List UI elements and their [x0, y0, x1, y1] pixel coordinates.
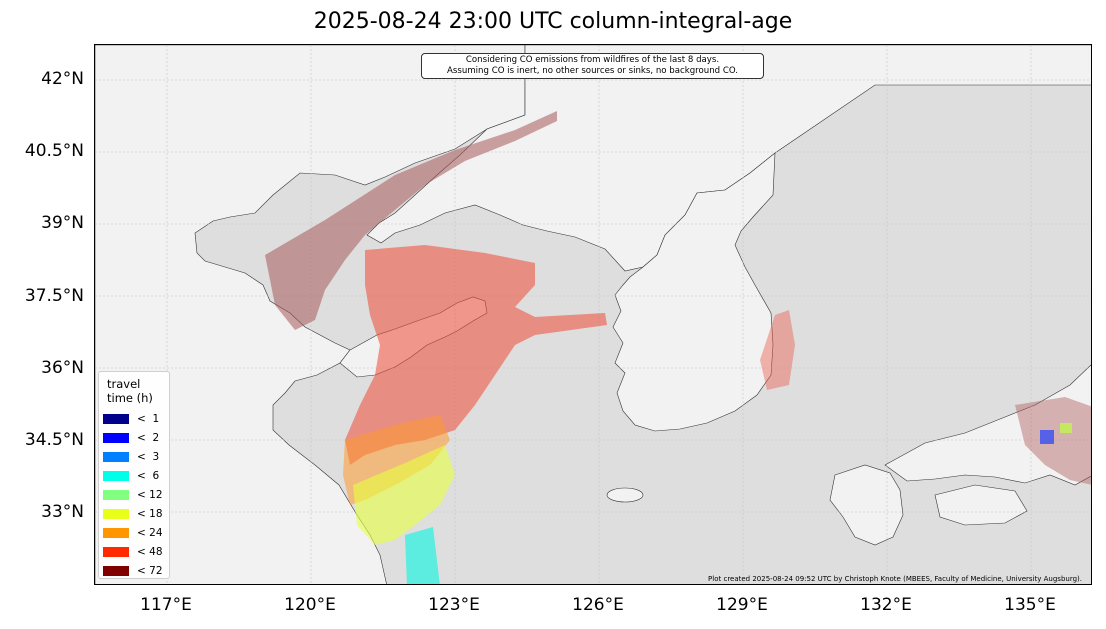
map-svg — [95, 45, 1091, 584]
legend-label: < 12 — [137, 489, 163, 501]
land-honshu — [884, 364, 1091, 486]
legend-swatch — [103, 528, 129, 538]
lat-label: 39°N — [41, 213, 84, 233]
assumptions-note: Considering CO emissions from wildfires … — [421, 53, 764, 79]
legend-swatch — [103, 547, 129, 557]
travel-time-legend: travel time (h) < 1 < 2 < 3 < 6 < 12 < 1… — [98, 371, 170, 579]
legend-item: < 12 — [103, 489, 169, 503]
legend-swatch — [103, 471, 129, 481]
plume-cyan — [405, 527, 440, 584]
legend-label: < 24 — [137, 527, 163, 539]
legend-swatch — [103, 452, 129, 462]
legend-label: < 3 — [137, 451, 160, 463]
legend-item: < 18 — [103, 508, 169, 522]
lon-label: 120°E — [284, 595, 336, 615]
legend-swatch — [103, 490, 129, 500]
plume-old-north — [265, 111, 557, 330]
legend-label: < 6 — [137, 470, 160, 482]
legend-swatch — [103, 509, 129, 519]
lat-label: 33°N — [41, 502, 84, 522]
land-kyushu — [829, 464, 904, 546]
lon-label: 123°E — [428, 595, 480, 615]
lat-label: 36°N — [41, 358, 84, 378]
legend-label: < 72 — [137, 565, 163, 577]
lat-label: 37.5°N — [24, 286, 84, 306]
legend-title-line: time (h) — [107, 391, 153, 405]
lon-label: 132°E — [860, 595, 912, 615]
legend-title-line: travel — [107, 377, 141, 391]
lon-label: 129°E — [716, 595, 768, 615]
map-area[interactable] — [94, 44, 1092, 585]
legend-item: < 1 — [103, 413, 169, 427]
note-line: Considering CO emissions from wildfires … — [465, 55, 720, 65]
legend-label: < 18 — [137, 508, 163, 520]
lat-label: 42°N — [41, 69, 84, 89]
map-title: 2025-08-24 23:00 UTC column-integral-age — [313, 9, 793, 34]
plume-spot-green — [1060, 423, 1072, 433]
lat-label: 34.5°N — [24, 430, 84, 450]
legend-swatch — [103, 414, 129, 424]
legend-item: < 24 — [103, 527, 169, 541]
lon-label: 117°E — [140, 595, 192, 615]
lat-label: 40.5°N — [24, 141, 84, 161]
lon-label: 135°E — [1004, 595, 1056, 615]
legend-swatch — [103, 433, 129, 443]
legend-label: < 2 — [137, 432, 160, 444]
land-china — [95, 45, 526, 584]
land-korea — [612, 152, 776, 432]
legend-label: < 48 — [137, 546, 163, 558]
legend-item: < 2 — [103, 432, 169, 446]
legend-item: < 6 — [103, 470, 169, 484]
land-jeju — [606, 487, 644, 503]
legend-item: < 3 — [103, 451, 169, 465]
plume-yellow — [353, 445, 455, 545]
plume-korea-east — [760, 310, 795, 390]
legend-item: < 72 — [103, 565, 169, 579]
lon-label: 126°E — [572, 595, 624, 615]
legend-item: < 48 — [103, 546, 169, 560]
note-line: Assuming CO is inert, no other sources o… — [447, 66, 738, 76]
land-shikoku — [934, 484, 1028, 526]
credit-text: Plot created 2025-08-24 09:52 UTC by Chr… — [708, 575, 1082, 583]
plume-main — [345, 245, 607, 465]
legend-swatch — [103, 566, 129, 576]
plume-spot-blue — [1040, 430, 1054, 444]
legend-title: travel time (h) — [107, 377, 153, 405]
legend-label: < 1 — [137, 413, 160, 425]
